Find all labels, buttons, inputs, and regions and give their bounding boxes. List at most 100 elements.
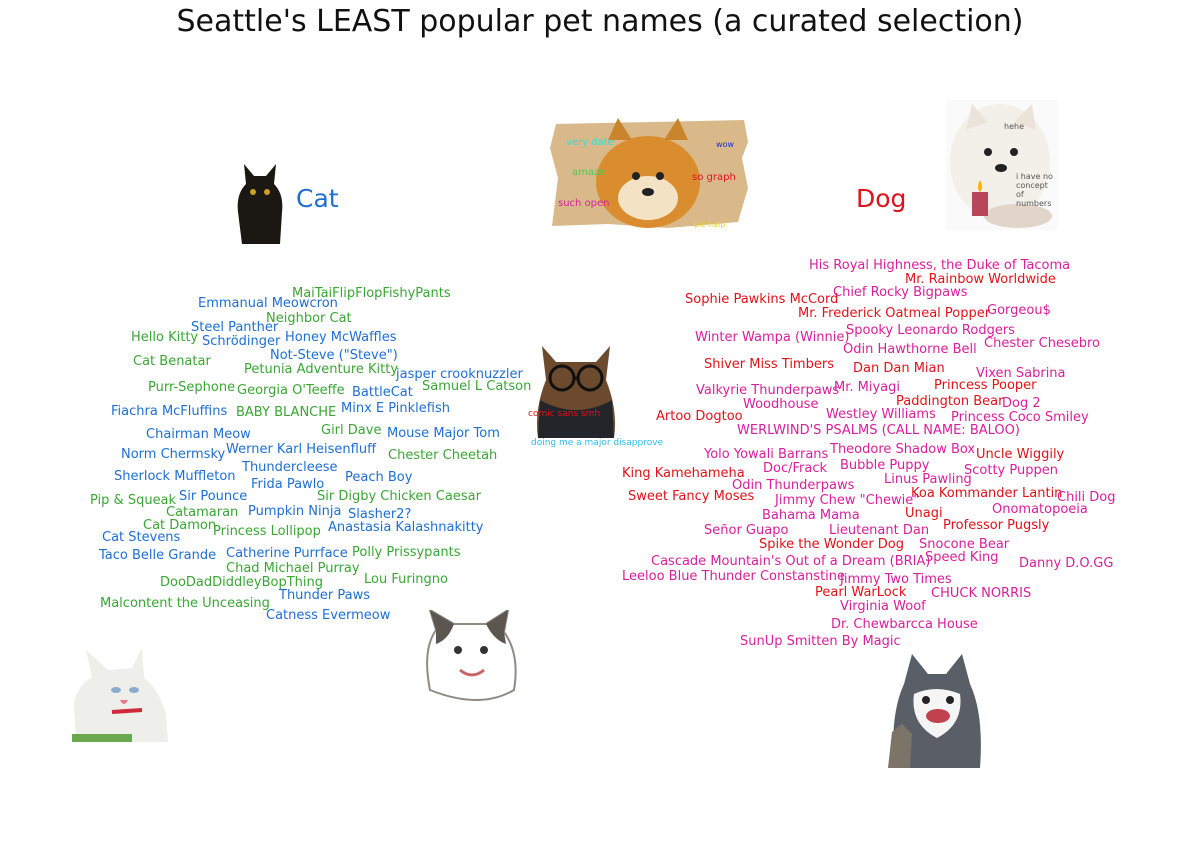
dog-name: King Kamehameha xyxy=(622,466,745,481)
dog-name: Spooky Leonardo Rodgers xyxy=(846,323,1015,338)
dog-name: Jimmy Two Times xyxy=(840,572,952,587)
doge-caption-1: very date xyxy=(566,137,614,148)
dog-name: Westley Williams xyxy=(826,407,936,422)
glasses-dog-caption-1: comic sans smh xyxy=(528,409,601,419)
dog-name: Pearl WarLock xyxy=(815,585,907,600)
dog-name: Theodore Shadow Box xyxy=(830,442,976,457)
dog-name: Koa Kommander Lantin xyxy=(911,486,1063,501)
dog-name: Valkyrie Thunderpaws xyxy=(696,383,840,398)
doge-photo xyxy=(550,118,748,228)
dog-name: Bahama Mama xyxy=(762,508,860,523)
cat-name: Chad Michael Purray xyxy=(226,561,360,576)
cat-name: Norm Chermsky xyxy=(121,447,226,462)
dog-name: Scotty Puppen xyxy=(964,463,1058,478)
husky-photo xyxy=(888,654,981,768)
dog-name: Shiver Miss Timbers xyxy=(704,357,834,372)
dog-name: Artoo Dogtoo xyxy=(656,409,743,424)
dog-name: Señor Guapo xyxy=(704,523,789,538)
cat-name: Lou Furingno xyxy=(364,572,448,587)
cat-name: Chester Cheetah xyxy=(388,448,498,463)
cat-name: Minx E Pinklefish xyxy=(341,401,450,416)
cat-name: jasper crooknuzzler xyxy=(396,367,523,382)
cat-name: Sir Pounce xyxy=(179,489,248,504)
dog-name: Dog 2 xyxy=(1002,396,1041,411)
cat-name: Fiachra McFluffins xyxy=(111,404,228,419)
dog-name: Chili Dog xyxy=(1057,490,1116,505)
cat-name: Sir Digby Chicken Caesar xyxy=(317,489,481,504)
dog-name: Odin Hawthorne Bell xyxy=(843,342,977,357)
cat-name: Frida Pawlo xyxy=(251,477,325,492)
dog-name: Doc/Frack xyxy=(763,461,828,476)
cat-name: Pumpkin Ninja xyxy=(248,504,342,519)
dog-name: Danny D.O.GG xyxy=(1019,556,1114,571)
cat-header: Cat xyxy=(296,184,339,213)
cat-name: Anastasia Kalashnakitty xyxy=(328,520,484,535)
dog-name: Snocone Bear xyxy=(919,537,1010,552)
dog-name: Onomatopoeia xyxy=(992,502,1088,517)
cat-name: Hello Kitty xyxy=(131,330,199,345)
cat-name: Werner Karl Heisenfluff xyxy=(226,442,377,457)
cat-name: Sherlock Muffleton xyxy=(114,469,236,484)
cat-name: Cat Stevens xyxy=(102,530,181,545)
cat-name: Pip & Squeak xyxy=(90,493,177,508)
doge-caption-4: so graph xyxy=(692,172,736,183)
cat-name: Peach Boy xyxy=(345,470,413,485)
cat-name: Samuel L Catson xyxy=(422,379,532,394)
page-title: Seattle's LEAST popular pet names (a cur… xyxy=(176,4,1024,39)
cat-name: Honey McWaffles xyxy=(285,330,397,345)
dog-name: Virginia Woof xyxy=(840,599,926,614)
cat-name: BABY BLANCHE xyxy=(236,405,337,420)
dog-name: Mr. Rainbow Worldwide xyxy=(905,272,1056,287)
cat-name: Malcontent the Unceasing xyxy=(100,596,270,611)
white-cat-photo xyxy=(72,648,168,742)
dog-name: Spike the Wonder Dog xyxy=(759,537,905,552)
doge-caption-5: such open xyxy=(558,198,610,209)
dog-name: Yolo Yowali Barrans xyxy=(704,447,829,462)
dog-name: Jimmy Chew "Chewie" xyxy=(775,493,920,508)
dog-header: Dog xyxy=(856,184,907,213)
dog-name: CHUCK NORRIS xyxy=(931,586,1032,601)
dog-name: WERLWIND'S PSALMS (CALL NAME: BALOO) xyxy=(737,423,1020,438)
cat-name: Catamaran xyxy=(166,505,239,520)
dog-name: Chester Chesebro xyxy=(984,336,1101,351)
samoyed-caption-1: hehe xyxy=(1004,122,1024,131)
cat-name: Princess Lollipop xyxy=(213,524,321,539)
doge-caption-3: amaze xyxy=(572,167,606,178)
samoyed-caption-2: i have no concept of numbers xyxy=(1016,172,1053,208)
cat-name: Girl Dave xyxy=(321,423,382,438)
cat-name: Georgia O'Teeffe xyxy=(237,383,345,398)
cat-name: Cat Benatar xyxy=(133,354,211,369)
doge-caption-6: plz halp xyxy=(694,220,726,229)
cat-name: BattleCat xyxy=(352,385,413,400)
dog-name: Leeloo Blue Thunder Constanstine xyxy=(622,569,846,584)
cat-name: Slasher2? xyxy=(348,507,412,522)
dog-name: SunUp Smitten By Magic xyxy=(740,634,901,649)
smiling-cat-photo xyxy=(426,610,517,701)
cat-name: Purr-Sephone xyxy=(148,380,236,395)
samoyed-photo xyxy=(946,100,1058,230)
dog-name: Paddington Bear xyxy=(896,394,1004,409)
dog-name: Chief Rocky Bigpaws xyxy=(833,285,968,300)
glasses-dog-photo xyxy=(537,346,615,438)
cat-name: Steel Panther xyxy=(191,320,279,335)
dog-name: Odin Thunderpaws xyxy=(732,478,855,493)
dog-name: Speed King xyxy=(925,550,999,565)
cat-name: DooDadDiddleyBopThing xyxy=(160,575,323,590)
cat-name: Chairman Meow xyxy=(146,427,251,442)
dog-name: Mr. Miyagi xyxy=(834,380,900,395)
dog-name: Uncle Wiggily xyxy=(976,447,1065,462)
cat-name: Mouse Major Tom xyxy=(387,426,500,441)
glasses-dog-caption-2: doing me a major disapprove xyxy=(531,438,664,448)
cat-name: Catherine Purrface xyxy=(226,546,348,561)
cat-name: Neighbor Cat xyxy=(266,311,352,326)
dog-name: Woodhouse xyxy=(743,397,819,412)
dog-name: Gorgeou$ xyxy=(987,303,1051,318)
dog-name: His Royal Highness, the Duke of Tacoma xyxy=(809,258,1071,273)
dog-name: Lieutenant Dan xyxy=(829,523,930,538)
dog-name: Dan Dan Mian xyxy=(853,361,945,376)
dog-name: Professor Pugsly xyxy=(943,518,1050,533)
cat-name: Cat Damon xyxy=(143,518,217,533)
cat-name: Thunder Paws xyxy=(279,588,371,603)
dog-name: Princess Pooper xyxy=(934,378,1037,393)
cat-name: Not-Steve ("Steve") xyxy=(270,348,398,363)
